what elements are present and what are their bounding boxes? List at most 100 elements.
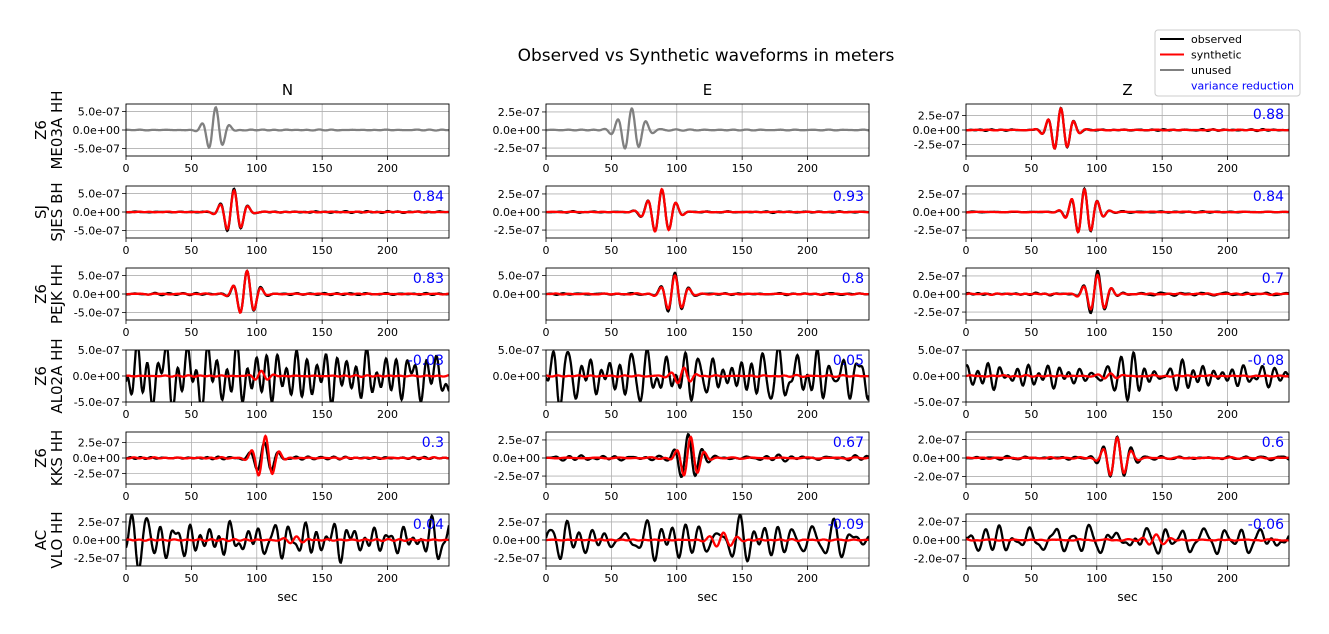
y-tick-label: 2.0e-07 [918,433,960,446]
x-tick-label: 100 [666,162,687,175]
x-tick-label: 200 [377,326,398,339]
x-tick-label: 100 [1086,244,1107,257]
variance-reduction-value: 0.8 [842,271,864,287]
station-code: SJES BH [48,182,66,241]
x-tick-label: 150 [1152,244,1173,257]
synthetic-trace [966,187,1289,234]
variance-reduction-value: -0.09 [828,517,864,533]
x-tick-label: 150 [732,162,753,175]
legend-box [1154,29,1301,97]
y-tick-label: -2.0e-07 [914,471,960,484]
variance-reduction-value: -0.06 [1248,517,1284,533]
x-tick-label: 200 [797,408,818,421]
x-tick-label: 100 [246,162,267,175]
network-code: SJ [32,205,50,219]
x-tick-label: 100 [666,244,687,257]
x-axis-label: sec [697,590,717,604]
x-tick-label: 100 [1086,490,1107,503]
observed-trace [126,187,449,233]
x-tick-label: 100 [666,408,687,421]
x-tick-label: 150 [732,408,753,421]
observed-trace [546,514,869,563]
y-tick-label: -2.5e-07 [914,306,960,319]
panel-pejk-e: 0 50 100 150 200 5.0e-07 0.0e+00 0.8 [493,267,870,339]
y-tick-label: 0.0e+00 [913,370,960,383]
variance-reduction-value: -0.08 [1248,353,1284,369]
panel-kks-z: 0 50 100 150 200 2.0e-07 0.0e+00 -2.0e-07 0.6 [913,431,1290,503]
synthetic-trace [966,436,1289,477]
y-tick-label: 0.0e+00 [493,534,540,547]
x-tick-label: 100 [246,326,267,339]
x-tick-label: 150 [732,326,753,339]
x-tick-label: 100 [666,326,687,339]
y-tick-label: 2.5e-07 [918,270,960,283]
x-tick-label: 200 [377,162,398,175]
panel-al02a-n: 0 50 100 150 200 5.0e-07 0.0e+00 -5.0e-07 -0.03 [73,344,450,421]
panel-kks-n: 0 50 100 150 200 2.5e-07 0.0e+00 -2.5e-07 0.3 [73,431,450,503]
y-tick-label: 0.0e+00 [73,288,120,301]
y-tick-label: 2.5e-07 [498,106,540,119]
x-tick-label: 50 [604,162,618,175]
x-tick-label: 50 [604,490,618,503]
panel-me03a-e: 0 50 100 150 200 2.5e-07 0.0e+00 -2.5e-07 E [493,81,870,175]
synthetic-trace [126,189,449,231]
panel-al02a-e: 0 50 100 150 200 5.0e-07 0.0e+00 0.05 [493,344,870,421]
legend-label: variance reduction [1191,80,1294,93]
panel-vlo-z: 0 50 100 150 200 2.0e-07 0.0e+00 -2.0e-07 -0.06 s… [913,513,1290,604]
station-code: KKS HH [48,430,66,487]
variance-reduction-value: 0.93 [833,189,864,205]
synthetic-trace [966,273,1289,311]
x-tick-label: 150 [1152,490,1173,503]
legend-label: observed [1191,33,1242,46]
y-tick-label: -2.5e-07 [914,224,960,237]
x-tick-label: 100 [246,572,267,585]
x-tick-label: 200 [797,326,818,339]
x-tick-label: 0 [543,490,550,503]
variance-reduction-value: 0.84 [413,189,444,205]
station-code: ME03A HH [48,90,66,169]
panel-sjes-e: 0 50 100 150 200 2.5e-07 0.0e+00 -2.5e-07 0.93 [493,185,870,257]
y-tick-label: -2.5e-07 [494,142,540,155]
observed-trace [966,270,1289,315]
y-tick-label: 2.5e-07 [918,188,960,201]
y-tick-label: -5.0e-07 [74,307,120,320]
observed-trace [126,514,449,566]
variance-reduction-value: 0.88 [1253,107,1284,123]
x-tick-label: 100 [246,490,267,503]
x-tick-label: 150 [1152,162,1173,175]
y-tick-label: -2.5e-07 [914,138,960,151]
x-tick-label: 100 [1086,326,1107,339]
variance-reduction-value: 0.05 [833,353,864,369]
x-tick-label: 200 [377,490,398,503]
variance-reduction-value: -0.03 [408,353,444,369]
x-tick-label: 50 [1024,162,1038,175]
x-tick-label: 100 [666,490,687,503]
variance-reduction-value: 0.84 [1253,189,1284,205]
x-tick-label: 150 [1152,408,1173,421]
x-tick-label: 200 [797,572,818,585]
y-tick-label: 2.5e-07 [918,110,960,123]
station-code: PEJK HH [48,264,66,324]
x-tick-label: 0 [963,326,970,339]
station-code: VLO HH [48,511,66,568]
x-tick-label: 0 [963,244,970,257]
x-tick-label: 200 [797,244,818,257]
y-tick-label: 0.0e+00 [73,452,120,465]
network-code: AC [32,530,50,550]
y-tick-label: -5.0e-07 [74,143,120,156]
x-tick-label: 0 [543,162,550,175]
panel-al02a-z: 0 50 100 150 200 5.0e-07 0.0e+00 -5.0e-07 -0.08 [913,344,1290,421]
y-tick-label: 5.0e-07 [498,269,540,282]
x-tick-label: 100 [1086,162,1107,175]
y-tick-label: 0.0e+00 [913,124,960,137]
x-tick-label: 0 [123,572,130,585]
x-tick-label: 200 [1217,162,1238,175]
x-tick-label: 50 [604,244,618,257]
y-tick-label: 0.0e+00 [493,452,540,465]
